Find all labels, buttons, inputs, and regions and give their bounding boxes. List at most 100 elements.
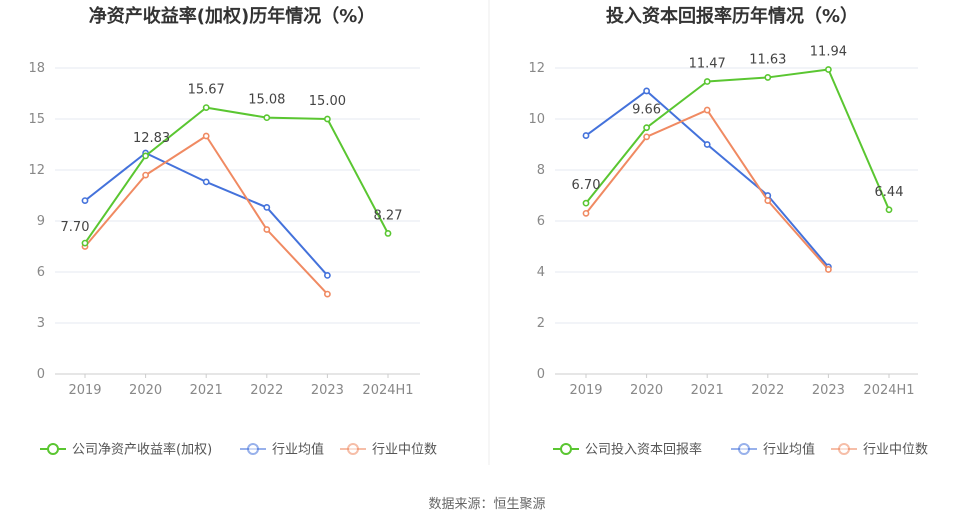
series-line xyxy=(585,68,890,211)
data-point[interactable] xyxy=(202,132,210,140)
data-point[interactable] xyxy=(825,266,832,273)
x-tick-label: 2024H1 xyxy=(362,383,413,398)
data-point[interactable] xyxy=(703,141,711,148)
data-point[interactable] xyxy=(263,203,271,211)
legend-label: 公司净资产收益率(加权) xyxy=(72,442,212,458)
data-point[interactable] xyxy=(142,152,149,160)
legend-label: 行业中位数 xyxy=(372,443,437,458)
x-tick-label: 2021 xyxy=(190,383,223,398)
y-tick-label: 0 xyxy=(537,367,545,382)
y-tick-label: 2 xyxy=(537,316,545,331)
y-tick-label: 3 xyxy=(37,316,45,331)
legend-marker xyxy=(347,443,359,455)
data-point[interactable] xyxy=(142,171,149,179)
legend-label: 行业均值 xyxy=(272,442,324,458)
y-tick-label: 15 xyxy=(28,112,45,127)
legend-item[interactable]: 公司投入资本回报率 xyxy=(553,442,702,458)
y-tick-label: 8 xyxy=(537,163,545,178)
x-tick-label: 2019 xyxy=(68,383,101,398)
y-tick-label: 10 xyxy=(528,112,545,127)
legend-item[interactable]: 公司净资产收益率(加权) xyxy=(40,442,212,458)
data-label: 15.67 xyxy=(188,83,225,98)
data-point[interactable] xyxy=(643,87,650,95)
legend-item[interactable]: 行业均值 xyxy=(731,442,815,458)
data-point[interactable] xyxy=(323,290,331,298)
data-point[interactable] xyxy=(643,124,650,132)
data-point[interactable] xyxy=(703,78,711,85)
data-label: 6.70 xyxy=(572,178,601,193)
chart-1: 净资产收益率(加权)历年情况（%） 0 3 6 9 12 15 18 2019 2020 2021 2… xyxy=(28,5,437,458)
series-1: 7.70 12.83 15.67 15.08 15.00 8.27 xyxy=(61,83,403,247)
data-point[interactable] xyxy=(643,133,650,141)
legend-item[interactable]: 行业中位数 xyxy=(831,443,928,458)
series-line xyxy=(585,109,830,271)
data-point[interactable] xyxy=(81,197,89,204)
legend-marker xyxy=(838,443,850,455)
data-point[interactable] xyxy=(582,199,590,207)
y-tick-label: 6 xyxy=(37,265,45,280)
x-tick-label: 2023 xyxy=(812,383,845,398)
x-tick-label: 2024H1 xyxy=(863,383,914,398)
data-point[interactable] xyxy=(202,178,210,186)
legend-marker xyxy=(560,443,572,455)
legend-label: 行业均值 xyxy=(763,442,815,458)
data-label: 11.94 xyxy=(810,45,847,60)
x-tick-label: 2020 xyxy=(129,383,162,398)
data-label: 11.63 xyxy=(749,52,786,67)
legend-marker xyxy=(247,443,259,455)
x-tick-label: 2022 xyxy=(751,383,784,398)
y-tick-label: 18 xyxy=(28,61,45,76)
y-tick-label: 12 xyxy=(528,61,545,76)
y-tick-label: 0 xyxy=(37,367,45,382)
series-line xyxy=(585,89,830,268)
chart-2: 投入资本回报率历年情况（%） 0 2 4 6 8 10 12 2019 2020 2021 2022 2… xyxy=(528,5,928,458)
data-label: 9.66 xyxy=(632,103,661,118)
data-point[interactable] xyxy=(202,104,210,112)
legend-item[interactable]: 行业中位数 xyxy=(340,443,437,458)
y-tick-label: 9 xyxy=(37,214,45,229)
x-tick-label: 2021 xyxy=(691,383,724,398)
legend-label: 行业中位数 xyxy=(863,443,928,458)
data-point[interactable] xyxy=(582,132,590,139)
data-label: 12.83 xyxy=(133,131,170,146)
legend-label: 公司投入资本回报率 xyxy=(585,442,702,458)
series-line xyxy=(84,135,329,295)
data-source: 数据来源：恒生聚源 xyxy=(428,497,545,512)
chart-title: 净资产收益率(加权)历年情况（%） xyxy=(89,5,376,27)
legend-marker xyxy=(738,443,750,455)
data-point[interactable] xyxy=(764,74,772,81)
data-point[interactable] xyxy=(263,114,271,122)
data-point[interactable] xyxy=(384,230,392,237)
legend-marker xyxy=(47,443,59,455)
data-point[interactable] xyxy=(825,66,832,73)
series-1: 6.70 9.66 11.47 11.63 11.94 6.44 xyxy=(572,45,904,214)
y-tick-label: 6 xyxy=(537,214,545,229)
data-point[interactable] xyxy=(885,206,893,214)
x-tick-label: 2022 xyxy=(250,383,283,398)
data-label: 15.08 xyxy=(248,93,285,108)
data-point[interactable] xyxy=(263,226,271,233)
x-tick-label: 2020 xyxy=(630,383,663,398)
data-point[interactable] xyxy=(703,106,711,114)
data-label: 6.44 xyxy=(875,185,904,200)
y-tick-label: 4 xyxy=(537,265,545,280)
data-point[interactable] xyxy=(323,115,331,123)
legend-item[interactable]: 行业均值 xyxy=(240,442,324,458)
data-point[interactable] xyxy=(764,197,772,204)
data-point[interactable] xyxy=(81,239,89,247)
chart-title: 投入资本回报率历年情况（%） xyxy=(606,5,858,27)
x-tick-label: 2019 xyxy=(569,383,602,398)
data-label: 7.70 xyxy=(61,220,90,235)
y-tick-label: 12 xyxy=(28,163,45,178)
x-tick-label: 2023 xyxy=(311,383,344,398)
data-label: 8.27 xyxy=(374,208,403,223)
data-label: 15.00 xyxy=(309,94,346,109)
series-line xyxy=(84,106,389,244)
series-line xyxy=(84,152,329,277)
data-label: 11.47 xyxy=(689,57,726,72)
series-3 xyxy=(582,106,832,273)
data-point[interactable] xyxy=(323,271,331,279)
data-point[interactable] xyxy=(582,209,590,217)
